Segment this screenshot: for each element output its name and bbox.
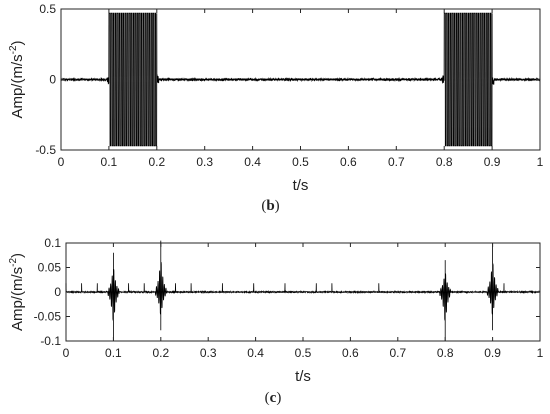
- x-tick-label: 1: [537, 155, 544, 169]
- y-tick-label: -0.1: [40, 334, 61, 348]
- x-tick-label: 0.2: [152, 346, 169, 360]
- x-tick-label: 0.8: [437, 346, 454, 360]
- x-tick-label: 0: [58, 155, 65, 169]
- y-axis-label-exponent: -2: [8, 258, 19, 267]
- y-axis-label: Amp/(m/s-2): [8, 40, 26, 118]
- x-axis-ticks: 0 0.1 0.2 0.3 0.4 0.5 0.6 0.7 0.8 0.9 1: [58, 9, 544, 169]
- panel-label-c: (c): [265, 390, 282, 406]
- x-tick-label: 0.7: [389, 346, 406, 360]
- x-tick-label: 0.1: [105, 346, 122, 360]
- y-axis-label-exponent: -2: [8, 45, 19, 54]
- x-tick-label: 1: [537, 346, 544, 360]
- x-tick-label: 0.8: [436, 155, 453, 169]
- x-tick-label: 0.3: [196, 155, 213, 169]
- x-axis-label: t/s: [295, 368, 311, 385]
- y-tick-label: 0.1: [44, 236, 61, 250]
- x-tick-label: 0.1: [101, 155, 118, 169]
- y-axis-ticks: -0.1 -0.05 0 0.05 0.1: [34, 236, 540, 348]
- x-tick-label: 0.7: [388, 155, 405, 169]
- panel-letter: b: [266, 198, 274, 214]
- panel-label-b: (b): [261, 198, 279, 214]
- x-tick-label: 0.6: [342, 346, 359, 360]
- y-tick-label: 0.05: [38, 261, 62, 275]
- y-tick-label: 0: [49, 73, 56, 87]
- x-tick-label: 0.5: [295, 346, 312, 360]
- signal-line: [65, 240, 541, 341]
- x-tick-label: 0.2: [148, 155, 165, 169]
- x-axis-ticks: 0 0.1 0.2 0.3 0.4 0.5 0.6 0.7 0.8 0.9 1: [63, 243, 544, 360]
- y-axis-label-main: Amp/(m/s: [9, 267, 26, 331]
- x-axis-label: t/s: [293, 177, 309, 194]
- y-tick-label: -0.05: [34, 310, 62, 324]
- x-tick-label: 0.9: [484, 155, 501, 169]
- x-tick-label: 0.3: [200, 346, 217, 360]
- y-axis-label: Amp/(m/s-2): [8, 253, 26, 331]
- y-axis-label-suffix: ): [9, 40, 26, 45]
- signal-line: [60, 12, 541, 147]
- y-tick-label: 0.5: [39, 2, 56, 16]
- y-axis-label-suffix: ): [9, 253, 26, 258]
- x-tick-label: 0.4: [247, 346, 264, 360]
- chart-panel-b: 0 0.1 0.2 0.3 0.4 0.5 0.6 0.7 0.8 0.9 1 -0.500.5 t…: [8, 2, 544, 214]
- chart-panel-c: 0 0.1 0.2 0.3 0.4 0.5 0.6 0.7 0.8 0.9 1 -0.1-0.050…: [8, 236, 544, 406]
- x-tick-label: 0.5: [292, 155, 309, 169]
- x-tick-label: 0.6: [340, 155, 357, 169]
- y-tick-label: 0: [54, 285, 61, 299]
- y-axis-label-main: Amp/(m/s: [9, 54, 26, 118]
- x-tick-label: 0.9: [484, 346, 501, 360]
- x-tick-label: 0.4: [244, 155, 261, 169]
- y-axis-ticks: -0.5 0 0.5: [35, 2, 540, 157]
- x-tick-label: 0: [63, 346, 70, 360]
- y-tick-label: -0.5: [35, 143, 56, 157]
- panel-letter: c: [270, 390, 277, 406]
